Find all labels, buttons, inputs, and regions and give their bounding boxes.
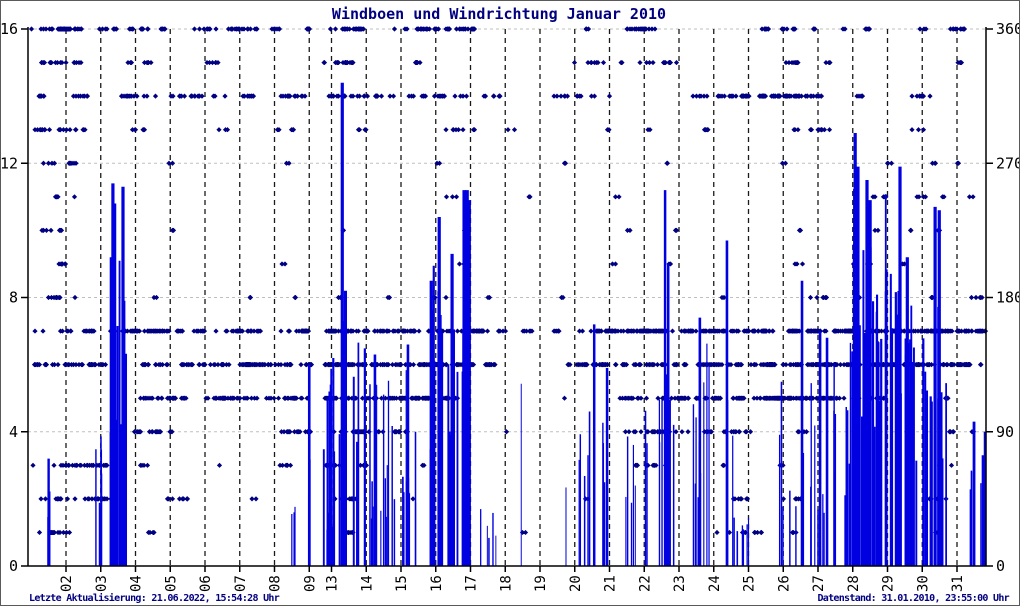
svg-text:0: 0 xyxy=(9,557,18,575)
svg-text:19: 19 xyxy=(533,575,549,592)
svg-text:31: 31 xyxy=(950,575,966,592)
svg-text:06: 06 xyxy=(198,575,214,592)
svg-text:09: 09 xyxy=(302,575,318,592)
svg-text:05: 05 xyxy=(163,575,179,592)
svg-text:24: 24 xyxy=(707,575,723,592)
svg-text:18: 18 xyxy=(498,575,514,592)
svg-text:14: 14 xyxy=(359,575,375,592)
axes xyxy=(21,27,993,572)
left-axis-labels: 0 4 8 12 16 xyxy=(1,20,18,575)
svg-text:15: 15 xyxy=(394,575,410,592)
windrichtung-series xyxy=(28,26,989,536)
svg-text:03: 03 xyxy=(94,575,110,592)
chart-title: Windboen und Windrichtung Januar 2010 xyxy=(331,5,667,23)
svg-text:23: 23 xyxy=(672,575,688,592)
svg-text:30: 30 xyxy=(915,575,931,592)
svg-text:25: 25 xyxy=(742,575,758,592)
svg-text:17: 17 xyxy=(464,575,480,592)
svg-text:16: 16 xyxy=(429,575,445,592)
svg-text:07: 07 xyxy=(233,575,249,592)
svg-text:0: 0 xyxy=(996,557,1005,575)
data-status-text: Datenstand: 31.01.2010, 23:55:00 Uhr xyxy=(817,593,1009,604)
day-labels: 02 03 04 05 06 07 08 09 13 14 15 16 17 18 19 20 21 22 23 24… xyxy=(59,575,966,592)
svg-text:04: 04 xyxy=(129,575,145,592)
svg-text:8: 8 xyxy=(9,289,18,307)
svg-text:28: 28 xyxy=(846,575,862,592)
svg-text:26: 26 xyxy=(776,575,792,592)
svg-text:360: 360 xyxy=(996,20,1019,38)
svg-text:08: 08 xyxy=(268,575,284,592)
svg-text:270: 270 xyxy=(996,154,1019,172)
svg-text:12: 12 xyxy=(1,154,18,172)
svg-text:21: 21 xyxy=(603,575,619,592)
right-axis-labels: 0 90 180 270 360 xyxy=(996,20,1019,575)
svg-text:13: 13 xyxy=(325,575,341,592)
last-update-text: Letzte Aktualisierung: 21.06.2022, 15:54… xyxy=(29,593,280,604)
svg-text:22: 22 xyxy=(637,575,653,592)
svg-text:02: 02 xyxy=(59,575,75,592)
svg-text:90: 90 xyxy=(996,423,1014,441)
svg-text:16: 16 xyxy=(1,20,18,38)
windboen-series xyxy=(47,82,987,566)
svg-text:27: 27 xyxy=(811,575,827,592)
svg-text:29: 29 xyxy=(881,575,897,592)
gridlines xyxy=(28,28,986,566)
svg-text:20: 20 xyxy=(568,575,584,592)
svg-text:4: 4 xyxy=(9,423,18,441)
svg-text:180: 180 xyxy=(996,289,1019,307)
